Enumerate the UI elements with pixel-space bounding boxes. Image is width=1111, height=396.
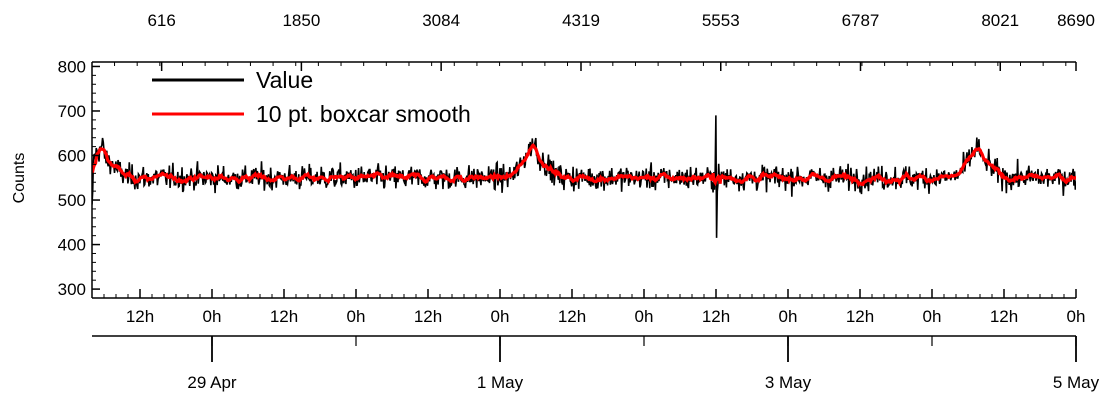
legend: Value 10 pt. boxcar smooth — [152, 67, 471, 127]
x-hour-tick-label: 12h — [558, 307, 586, 326]
x-date-tick-label: 5 May — [1053, 373, 1100, 392]
y-tick-label: 400 — [58, 236, 86, 255]
x-hour-tick-label: 12h — [702, 307, 730, 326]
x-date-tick-label: 29 Apr — [187, 373, 236, 392]
y-tick-label: 700 — [58, 102, 86, 121]
x-hour-tick-label: 0h — [635, 307, 654, 326]
top-tick-label: 3084 — [422, 11, 460, 30]
top-tick-label: 8021 — [981, 11, 1019, 30]
x-hour-tick-label: 0h — [923, 307, 942, 326]
series-layer — [92, 115, 1076, 238]
series-smooth-line — [92, 143, 1076, 188]
x-date-tick-label: 3 May — [765, 373, 812, 392]
legend-label-smooth: 10 pt. boxcar smooth — [256, 101, 471, 127]
x-hour-tick-label: 12h — [846, 307, 874, 326]
top-tick-label: 8690 — [1057, 11, 1095, 30]
x-hour-tick-label: 12h — [990, 307, 1018, 326]
x-hour-tick-label: 0h — [779, 307, 798, 326]
x-hour-tick-label: 0h — [203, 307, 222, 326]
top-tick-label: 5553 — [702, 11, 740, 30]
top-tick-label: 616 — [147, 11, 175, 30]
y-tick-label: 600 — [58, 147, 86, 166]
axis-layer: 300 400 500 600 700 800 12h 0h 12h 0h 12h 0h 12h 0h 12… — [58, 11, 1100, 392]
x-hour-tick-label: 12h — [414, 307, 442, 326]
x-hour-tick-label: 0h — [1067, 307, 1086, 326]
x-hour-tick-label: 0h — [491, 307, 510, 326]
legend-label-value: Value — [256, 67, 313, 93]
x-hour-tick-label: 12h — [270, 307, 298, 326]
top-tick-label: 6787 — [842, 11, 880, 30]
top-tick-label: 4319 — [562, 11, 600, 30]
top-tick-label: 1850 — [282, 11, 320, 30]
y-tick-label: 800 — [58, 57, 86, 76]
y-tick-label: 500 — [58, 191, 86, 210]
y-axis-title: Counts — [11, 153, 28, 204]
x-date-tick-label: 1 May — [477, 373, 524, 392]
x-hour-tick-label: 12h — [126, 307, 154, 326]
x-hour-tick-label: 0h — [347, 307, 366, 326]
y-tick-label: 300 — [58, 280, 86, 299]
